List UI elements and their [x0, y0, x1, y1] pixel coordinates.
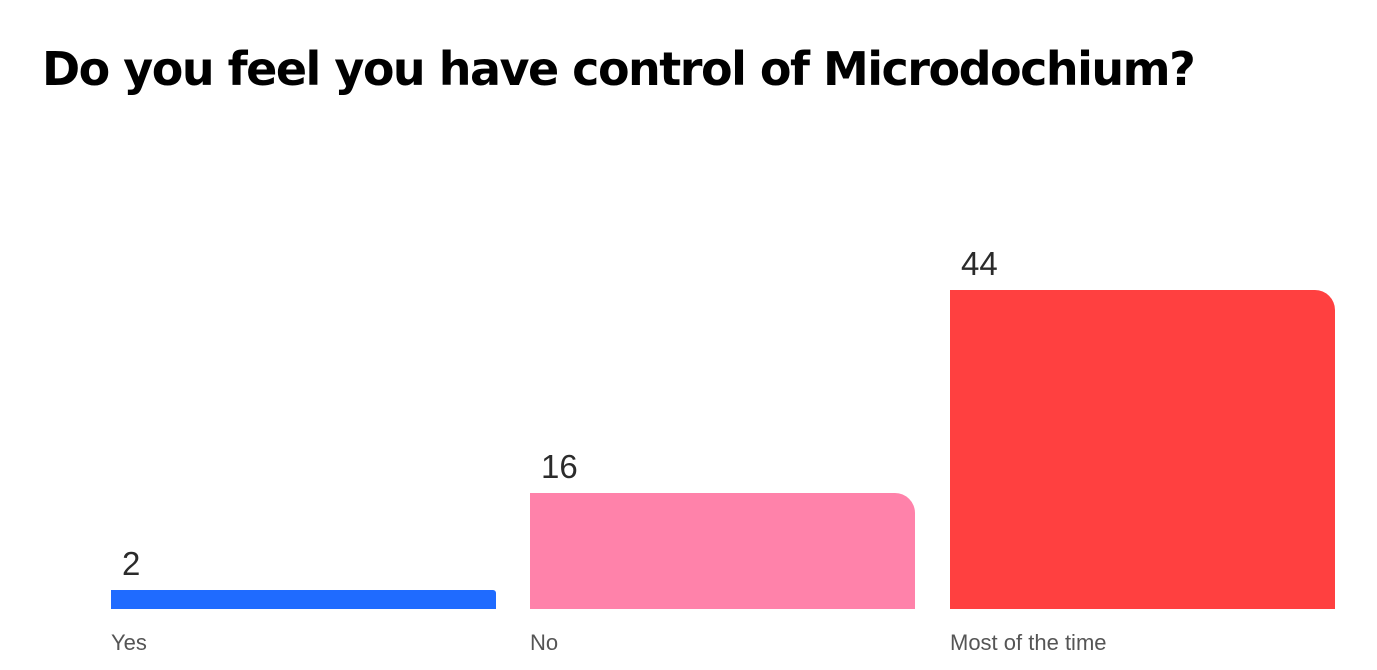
chart-title: Do you feel you have control of Microdoc…	[42, 42, 1196, 96]
value-label: 44	[961, 245, 998, 282]
bar-yes	[111, 590, 496, 609]
category-label: No	[530, 630, 558, 655]
category-label: Yes	[111, 630, 147, 655]
value-label: 16	[541, 448, 578, 485]
bar-no	[530, 493, 915, 609]
bar-most-of-the-time	[950, 290, 1335, 609]
category-label: Most of the time	[950, 630, 1107, 655]
value-label: 2	[122, 545, 140, 582]
